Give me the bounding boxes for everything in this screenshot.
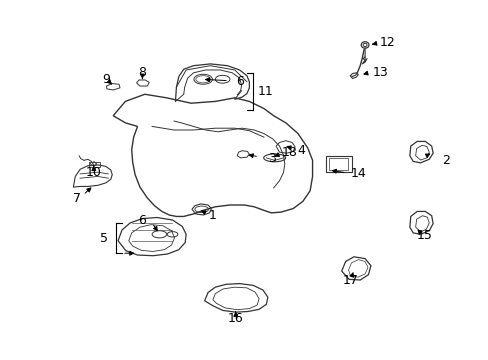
- Text: 6: 6: [235, 75, 243, 88]
- Text: 11: 11: [258, 85, 273, 98]
- Text: 4: 4: [296, 144, 304, 157]
- Text: 14: 14: [350, 167, 366, 180]
- Text: 12: 12: [379, 36, 395, 49]
- Text: 3: 3: [267, 152, 275, 165]
- Text: 2: 2: [442, 154, 449, 167]
- Text: 1: 1: [208, 209, 216, 222]
- Text: 15: 15: [416, 229, 431, 242]
- Text: 6: 6: [138, 214, 146, 227]
- Text: 5: 5: [100, 232, 108, 245]
- Text: 7: 7: [73, 192, 81, 205]
- Text: 9: 9: [102, 73, 110, 86]
- Text: 8: 8: [138, 66, 146, 79]
- Text: 13: 13: [372, 66, 388, 78]
- Text: 17: 17: [342, 274, 358, 287]
- Text: 16: 16: [227, 312, 243, 325]
- Text: 18: 18: [281, 146, 297, 159]
- Text: 10: 10: [86, 166, 102, 179]
